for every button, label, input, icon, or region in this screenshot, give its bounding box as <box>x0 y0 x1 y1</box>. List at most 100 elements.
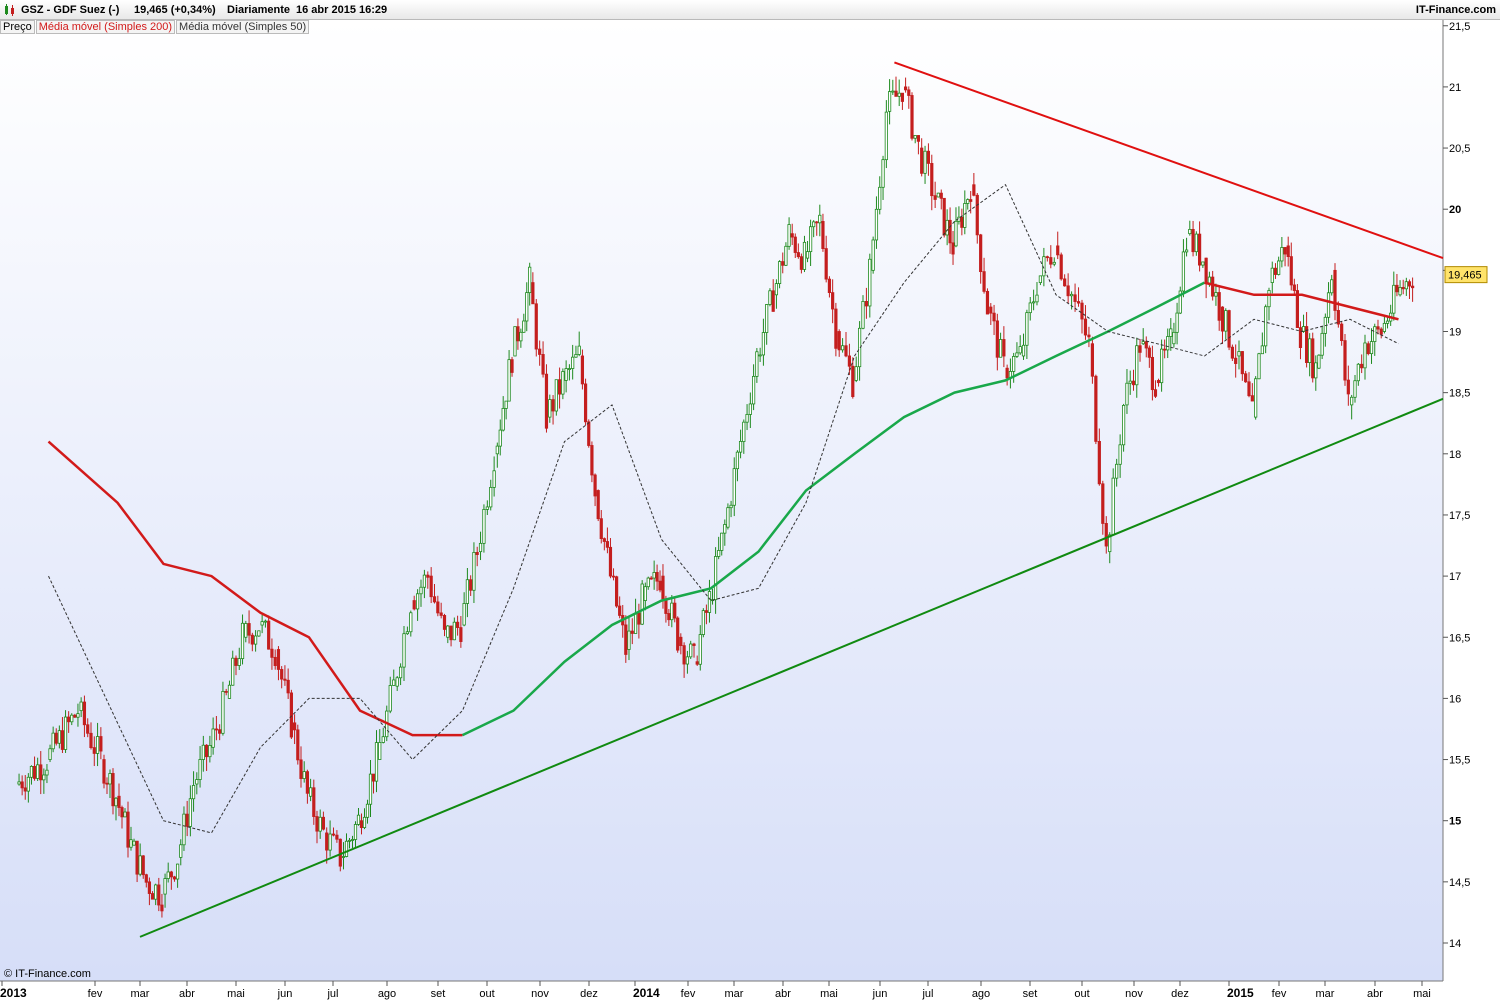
candle-body <box>1087 334 1091 338</box>
candle-body <box>1101 483 1105 524</box>
candle-body <box>864 301 869 307</box>
candle-body <box>117 795 121 808</box>
candle-body <box>114 797 118 807</box>
candle-body <box>510 359 514 373</box>
candle-body <box>79 701 83 712</box>
candle-body <box>1264 306 1268 347</box>
candle-body <box>1156 380 1161 384</box>
candle-body <box>608 546 613 577</box>
candle-body <box>878 186 882 210</box>
candle-body <box>685 656 690 665</box>
candle-body <box>1188 228 1192 235</box>
candle-body <box>1404 281 1408 290</box>
candle-body <box>1131 380 1136 386</box>
candle-body <box>548 399 552 418</box>
x-tick-label: abr <box>1367 988 1383 1000</box>
candle-body <box>273 656 277 667</box>
datetime-label: 16 abr 2015 16:29 <box>296 4 388 16</box>
candle-body <box>283 678 287 681</box>
candle-body <box>643 586 647 601</box>
legend-ma50[interactable]: Média móvel (Simples 50) <box>176 20 310 34</box>
candle-body <box>1311 338 1315 379</box>
candle-body <box>221 690 225 734</box>
candle-body <box>624 624 628 655</box>
candle-body <box>191 785 196 800</box>
candle-body <box>1073 294 1077 302</box>
legend-ma200[interactable]: Média móvel (Simples 200) <box>35 20 176 34</box>
candle-body <box>89 732 93 749</box>
candle-body <box>201 744 205 760</box>
candle-body <box>673 602 677 619</box>
candle-body <box>270 648 274 658</box>
candle-body <box>95 736 100 754</box>
candle-body <box>308 787 313 797</box>
candle-body <box>831 292 835 310</box>
x-tick-label: 2015 <box>1227 986 1254 1000</box>
candle-body <box>630 630 634 634</box>
x-tick-label: out <box>479 988 494 1000</box>
candle-body <box>1356 363 1360 382</box>
candle-body <box>966 199 970 204</box>
candle-body <box>1254 378 1258 418</box>
candle-body <box>567 368 572 370</box>
candle-body <box>541 354 545 375</box>
candle-body <box>1169 328 1173 337</box>
candle-body <box>356 814 361 825</box>
candle-body <box>299 759 303 779</box>
candle-body <box>1366 343 1370 355</box>
candle-body <box>350 839 355 841</box>
candle-body <box>1247 381 1251 397</box>
candle-body <box>714 556 718 601</box>
y-tick-label: 17,5 <box>1449 510 1470 522</box>
candle-body <box>587 421 591 446</box>
x-tick-label: set <box>1023 988 1038 1000</box>
candle-body <box>1363 342 1367 369</box>
candle-body <box>289 692 293 738</box>
candle-body <box>805 251 810 259</box>
candle-body <box>1277 260 1281 275</box>
candle-body <box>169 871 173 878</box>
x-tick-label: 2014 <box>633 986 660 1000</box>
candle-body <box>787 224 791 247</box>
candle-body <box>790 233 794 238</box>
candle-body <box>695 661 699 665</box>
candle-body <box>439 612 443 616</box>
legend-price[interactable]: Preço <box>0 20 35 34</box>
candle-body <box>260 621 264 626</box>
candle-body <box>1217 292 1221 321</box>
candle-body <box>729 504 733 509</box>
candle-body <box>871 239 875 271</box>
candle-body <box>335 834 339 840</box>
candle-body <box>834 308 838 349</box>
x-tick-label: ago <box>972 988 990 1000</box>
candle-body <box>534 303 538 350</box>
candle-body <box>960 216 964 228</box>
candle-body <box>561 371 565 395</box>
y-tick-label: 15,5 <box>1449 755 1470 767</box>
candle-body <box>1083 318 1088 336</box>
candle-body <box>652 572 656 579</box>
candle-body <box>1273 267 1278 275</box>
candle-body <box>179 844 183 858</box>
candle-body <box>558 379 562 395</box>
y-tick-label: 16,5 <box>1449 632 1470 644</box>
x-tick-label: set <box>431 988 446 1000</box>
candle-body <box>793 236 797 253</box>
candle-body <box>1160 348 1164 384</box>
candle-body <box>1163 348 1167 351</box>
candle-body <box>1280 247 1284 262</box>
copyright: © IT-Finance.com <box>4 968 91 980</box>
candle-body <box>593 474 597 497</box>
candle-body <box>20 781 24 789</box>
candle-body <box>605 541 610 548</box>
candle-body <box>1220 306 1225 332</box>
candle-body <box>1045 256 1049 259</box>
candle-body <box>522 320 526 333</box>
candle-body <box>913 135 917 139</box>
candle-body <box>402 633 406 668</box>
candle-body <box>1097 441 1101 485</box>
candle-body <box>507 359 511 402</box>
candle-body <box>818 214 822 224</box>
